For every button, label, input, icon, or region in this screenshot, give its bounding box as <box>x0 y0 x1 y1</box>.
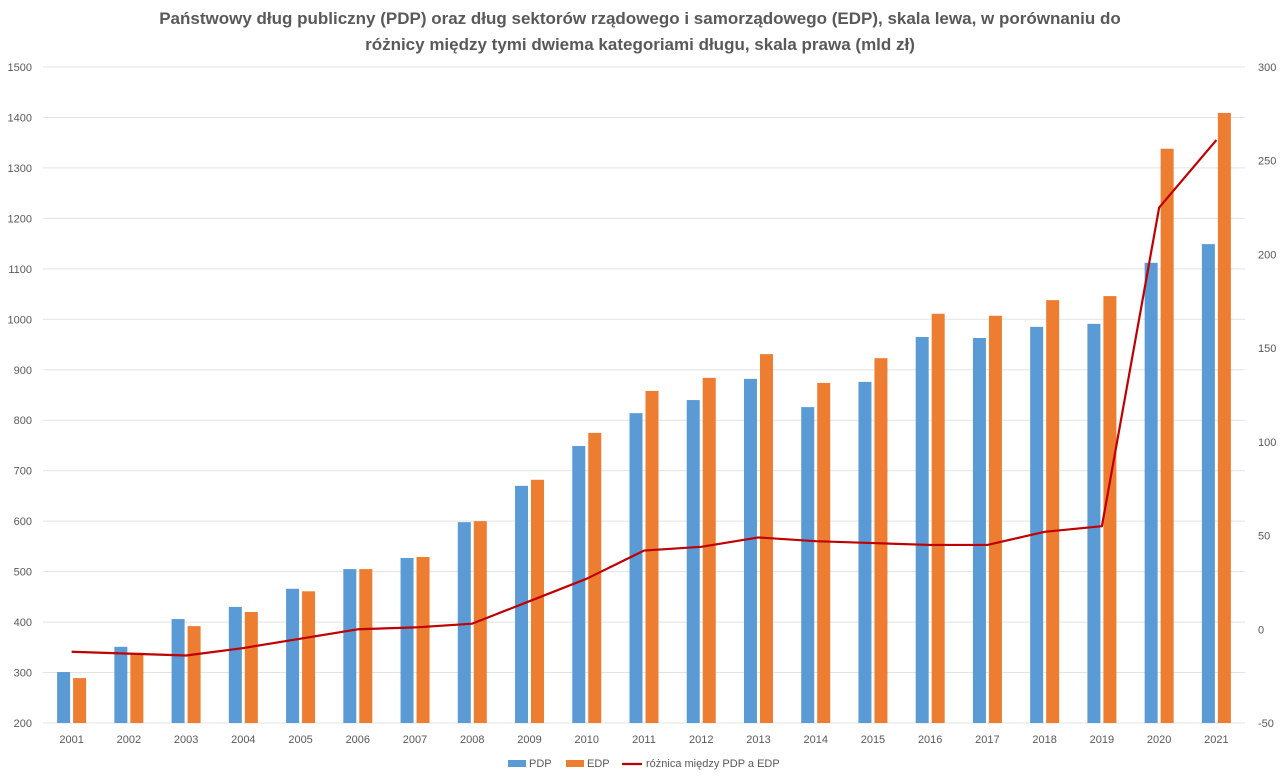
x-tick-label: 2002 <box>117 734 141 746</box>
bar-pdp <box>686 400 700 723</box>
bar-edp <box>130 652 144 723</box>
bar-pdp <box>743 378 757 723</box>
y-right-tick-label: 250 <box>1258 156 1276 168</box>
x-tick-label: 2017 <box>975 734 999 746</box>
chart-title-line1: Państwowy dług publiczny (PDP) oraz dług… <box>159 9 1121 28</box>
bar-edp <box>359 569 373 723</box>
y-left-tick-label: 400 <box>14 617 32 629</box>
y-left-tick-label: 1200 <box>8 213 32 225</box>
bar-edp <box>702 377 716 723</box>
x-tick-label: 2015 <box>861 734 885 746</box>
x-tick-label: 2018 <box>1032 734 1056 746</box>
y-right-tick-label: 100 <box>1258 437 1276 449</box>
x-tick-label: 2019 <box>1090 734 1114 746</box>
y-right-tick-label: 200 <box>1258 249 1276 261</box>
bar-edp <box>874 358 888 723</box>
bar-edp <box>1046 300 1060 723</box>
y-left-tick-label: 600 <box>14 516 32 528</box>
bar-pdp <box>1144 262 1158 723</box>
legend-label-edp: EDP <box>587 758 610 770</box>
bar-pdp <box>1087 323 1101 723</box>
chart-title: Państwowy dług publiczny (PDP) oraz dług… <box>0 6 1280 58</box>
bar-edp <box>473 521 487 723</box>
chart-title-line2: różnicy między tymi dwiema kategoriami d… <box>365 35 915 54</box>
legend-label-difference: różnica między PDP a EDP <box>646 758 780 770</box>
bar-edp <box>302 591 316 723</box>
bar-pdp <box>1201 244 1215 723</box>
y-left-tick-label: 500 <box>14 567 32 579</box>
bar-pdp <box>286 588 300 723</box>
x-tick-label: 2021 <box>1204 734 1228 746</box>
x-tick-label: 2013 <box>746 734 770 746</box>
x-tick-label: 2011 <box>632 734 656 746</box>
bar-edp <box>1103 296 1117 723</box>
bar-edp <box>1217 112 1231 724</box>
y-right-tick-label: -50 <box>1258 718 1274 730</box>
bar-edp <box>416 556 430 723</box>
bar-edp <box>531 479 545 723</box>
y-right-tick-label: 150 <box>1258 343 1276 355</box>
x-tick-label: 2007 <box>403 734 427 746</box>
y-left-tick-label: 1100 <box>8 264 32 276</box>
y-left-tick-label: 200 <box>14 718 32 730</box>
x-tick-label: 2010 <box>575 734 599 746</box>
y-left-tick-label: 1000 <box>8 314 32 326</box>
bar-pdp <box>801 407 815 723</box>
x-tick-label: 2014 <box>803 734 827 746</box>
bar-pdp <box>57 672 71 723</box>
y-left-tick-label: 300 <box>14 668 32 680</box>
y-left-tick-label: 800 <box>14 415 32 427</box>
y-left-tick-label: 1400 <box>8 112 32 124</box>
x-tick-label: 2003 <box>174 734 198 746</box>
bar-pdp <box>114 646 128 723</box>
bar-pdp <box>457 522 471 723</box>
legend-swatch-edp <box>566 760 584 767</box>
bar-edp <box>988 315 1002 723</box>
x-tick-label: 2009 <box>517 734 541 746</box>
y-left-tick-label: 900 <box>14 365 32 377</box>
bar-pdp <box>858 381 872 723</box>
bar-edp <box>645 390 659 723</box>
bar-pdp <box>228 606 242 723</box>
bar-pdp <box>400 557 414 723</box>
bar-edp <box>1160 148 1174 724</box>
line-difference <box>71 139 1218 657</box>
bar-pdp <box>915 336 929 723</box>
bar-edp <box>73 678 87 723</box>
x-tick-label: 2006 <box>346 734 370 746</box>
bar-edp <box>244 611 258 723</box>
y-left-tick-label: 700 <box>14 466 32 478</box>
x-tick-label: 2016 <box>918 734 942 746</box>
x-tick-label: 2012 <box>689 734 713 746</box>
bar-pdp <box>343 569 357 723</box>
y-left-tick-label: 1500 <box>8 62 32 74</box>
bar-pdp <box>1030 326 1044 723</box>
x-tick-label: 2008 <box>460 734 484 746</box>
legend-swatch-pdp <box>508 760 526 767</box>
bar-edp <box>588 432 602 723</box>
bar-pdp <box>572 445 586 723</box>
y-right-tick-label: 0 <box>1258 624 1264 636</box>
bar-pdp <box>629 413 643 723</box>
y-right-tick-label: 300 <box>1258 62 1276 74</box>
legend-label-pdp: PDP <box>529 758 552 770</box>
bar-pdp <box>972 337 986 723</box>
bar-pdp <box>171 619 185 723</box>
x-tick-label: 2020 <box>1147 734 1171 746</box>
y-left-tick-label: 1300 <box>8 163 32 175</box>
y-right-tick-label: 50 <box>1258 531 1270 543</box>
x-tick-label: 2001 <box>59 734 83 746</box>
x-tick-label: 2005 <box>288 734 312 746</box>
bar-edp <box>817 382 831 723</box>
x-tick-label: 2004 <box>231 734 255 746</box>
bar-edp <box>931 313 945 723</box>
bar-edp <box>187 626 201 723</box>
